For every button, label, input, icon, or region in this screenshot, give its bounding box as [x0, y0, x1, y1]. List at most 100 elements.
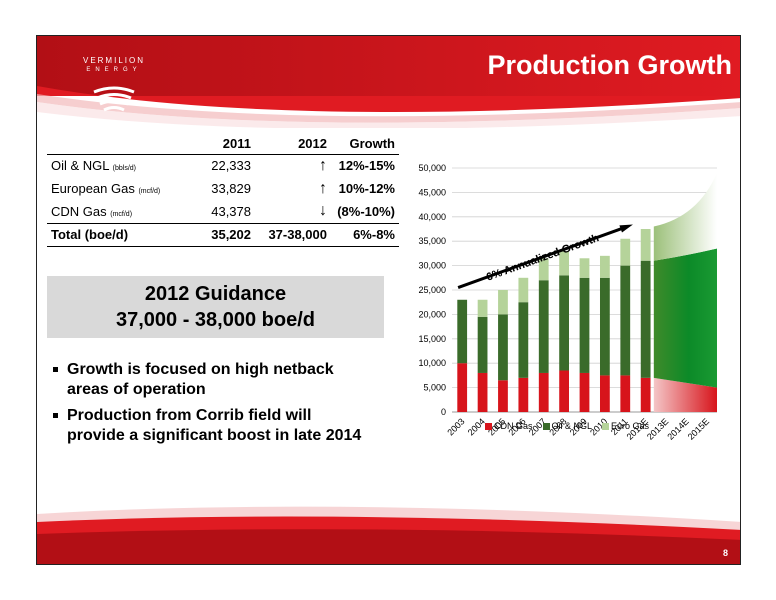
y-tick-label: 20,000 — [418, 309, 446, 319]
row-growth: 10%-12% — [338, 181, 395, 196]
x-tick-label: 2003 — [445, 416, 466, 437]
bar-segment-oil-ngl — [498, 314, 508, 381]
row-2012: ↓ — [255, 200, 331, 223]
legend-label: Oil & NGL — [551, 421, 593, 431]
slide: VERMILION ENERGY Production Growth 2011 … — [36, 35, 741, 565]
row-2012: ↑ — [255, 154, 331, 177]
bar-segment-euro-gas — [559, 250, 570, 276]
bar-segment-euro-gas — [579, 258, 590, 278]
y-tick-label: 10,000 — [418, 358, 446, 368]
production-chart: 0 5,000 10,000 15,000 20,000 25,000 30,000 35,0… — [418, 163, 717, 442]
y-tick-label: 0 — [441, 407, 446, 417]
row-label: CDN Gas (mcf/d) — [47, 200, 183, 223]
row-unit: (bbls/d) — [112, 165, 136, 173]
bar-segment-oil-ngl — [579, 277, 590, 373]
table-total-row: Total (boe/d) 35,202 37-38,000 6%-8% — [47, 222, 399, 247]
bullet-item: Production from Corrib field will provid… — [53, 406, 373, 446]
growth-arrow-line — [457, 225, 628, 289]
bar-segment-oil-ngl — [538, 280, 549, 373]
bar-segment-oil-ngl — [477, 316, 488, 373]
bar-segment-cdn-gas — [498, 380, 508, 412]
forecast-oil-band — [653, 248, 717, 388]
table-header-row: 2011 2012 Growth — [47, 134, 399, 155]
legend-item: CDN Gas — [485, 421, 533, 431]
row-label: European Gas (mcf/d) — [47, 177, 183, 200]
page-number: 8 — [722, 548, 728, 558]
table-row: Oil & NGL (bbls/d) 22,333 ↑ 12%-15% — [47, 154, 399, 177]
production-table: 2011 2012 Growth Oil & NGL (bbls/d) 22,3… — [47, 134, 399, 247]
row-label-text: CDN Gas — [51, 203, 107, 219]
bar-segment-oil-ngl — [599, 277, 610, 376]
footer-band: 8 — [37, 504, 740, 564]
bar-segment-cdn-gas — [518, 377, 529, 412]
bar-segment-cdn-gas — [559, 370, 570, 412]
bar-segment-euro-gas — [498, 290, 508, 315]
row-2011: 43,378 — [211, 203, 251, 219]
logo-word: VERMILION — [82, 56, 145, 65]
y-tick-label: 50,000 — [418, 163, 446, 173]
row-label: Oil & NGL (bbls/d) — [47, 154, 183, 177]
y-tick-label: 30,000 — [418, 261, 446, 271]
legend-label: Euro Gas — [611, 421, 650, 431]
guidance-title: 2012 Guidance — [144, 283, 287, 305]
row-growth: (8%-10%) — [337, 203, 395, 219]
bar-segment-euro-gas — [538, 258, 549, 281]
x-tick-label: 2004 — [466, 416, 487, 437]
row-growth: 12%-15% — [338, 158, 395, 174]
bar-segment-euro-gas — [518, 277, 529, 303]
chart-legend: CDN Gas Oil & NGL Euro Gas — [485, 421, 659, 432]
growth-arrow-head-icon — [619, 224, 633, 233]
down-arrow-icon: ↓ — [319, 202, 327, 220]
row-2011: 22,333 — [211, 158, 251, 174]
table-header-blank — [47, 134, 183, 155]
y-tick-label: 40,000 — [418, 212, 446, 222]
legend-swatch — [485, 422, 492, 430]
row-unit: (mcf/d) — [110, 210, 133, 218]
bar-segment-euro-gas — [599, 255, 610, 278]
bullet-text: Growth is focused on high netback areas … — [67, 361, 334, 398]
bullet-icon — [53, 367, 58, 372]
bullet-item: Growth is focused on high netback areas … — [53, 360, 373, 400]
bar-segment-oil-ngl — [640, 260, 651, 378]
bar-segment-oil-ngl — [518, 302, 529, 378]
x-tick-label: 2014E — [665, 416, 690, 441]
forecast-euro-band — [653, 172, 717, 261]
logo-subword: ENERGY — [86, 67, 142, 73]
legend-item: Oil & NGL — [542, 421, 593, 431]
y-tick-label: 15,000 — [418, 334, 446, 344]
bar-segment-cdn-gas — [477, 372, 488, 412]
y-tick-label: 45,000 — [418, 187, 446, 197]
bar-segment-cdn-gas — [538, 372, 549, 412]
up-arrow-icon: ↑ — [319, 156, 327, 174]
legend-swatch — [602, 422, 610, 430]
vermilion-logo: VERMILION ENERGY — [69, 50, 159, 120]
forecast-cdn-band — [653, 377, 717, 412]
page-title: Production Growth — [487, 50, 732, 80]
bar-segment-euro-gas — [640, 229, 651, 261]
table-header-2012: 2012 — [255, 134, 331, 155]
bullet-icon — [53, 413, 58, 418]
x-tick-label: 2015E — [686, 416, 711, 441]
bar-segment-cdn-gas — [640, 377, 651, 412]
row-unit: (mcf/d) — [138, 188, 161, 195]
total-label: Total (boe/d) — [47, 222, 183, 247]
y-tick-label: 35,000 — [418, 236, 446, 246]
bullet-text: Production from Corrib field will provid… — [67, 407, 362, 444]
bar-segment-cdn-gas — [457, 363, 468, 412]
header-band: VERMILION ENERGY Production Growth — [37, 36, 740, 128]
bar-segment-euro-gas — [477, 299, 488, 317]
bar-segment-oil-ngl — [559, 275, 570, 371]
bar-segment-oil-ngl — [457, 299, 468, 364]
row-2012: ↑ — [255, 177, 331, 200]
row-label-text: Oil & NGL — [51, 158, 110, 174]
legend-label: CDN Gas — [494, 421, 533, 431]
bullet-list: Growth is focused on high netback areas … — [53, 360, 373, 452]
total-2012: 37-38,000 — [255, 222, 331, 247]
bar-segment-cdn-gas — [599, 375, 610, 412]
guidance-range: 37,000 - 38,000 boe/d — [115, 309, 315, 331]
legend-swatch — [542, 422, 550, 430]
up-arrow-icon: ↑ — [319, 179, 327, 197]
total-growth: 6%-8% — [331, 222, 399, 247]
guidance-box: 2012 Guidance 37,000 - 38,000 boe/d — [47, 276, 384, 338]
row-label-text: European Gas — [51, 181, 135, 196]
